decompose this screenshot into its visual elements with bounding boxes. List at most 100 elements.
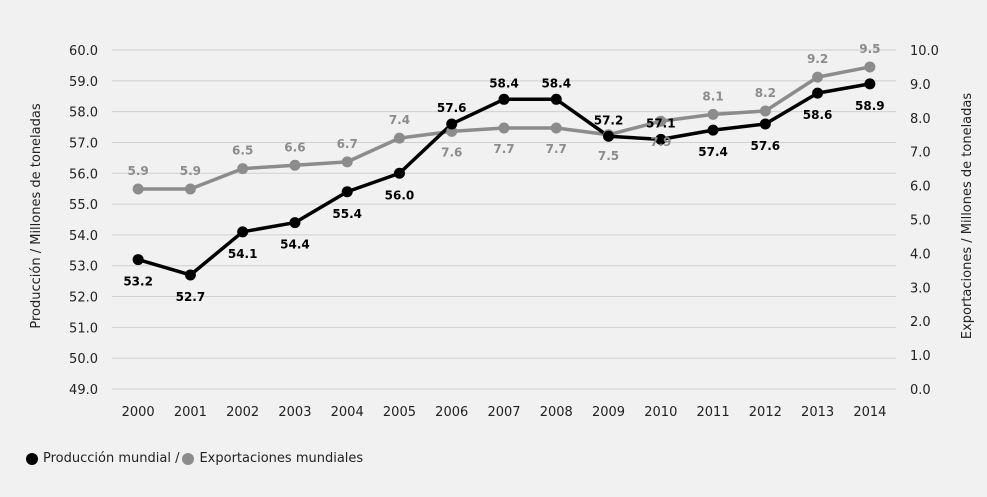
exports-data-label: 5.9 xyxy=(128,164,149,178)
production-data-label: 53.2 xyxy=(123,275,153,289)
production-data-label: 54.1 xyxy=(228,247,258,261)
exports-data-label: 7.6 xyxy=(441,145,462,159)
right-axis-ticks: 0.0 1.0 2.0 3.0 4.0 5.0 6.0 7.0 8.0 9.0 10.0 xyxy=(910,44,939,398)
production-data-label: 57.2 xyxy=(594,113,624,127)
production-data-label: 57.6 xyxy=(751,139,781,153)
x-tick-label: 2014 xyxy=(853,405,886,420)
x-axis-ticks: 2000 2001 2002 2003 2004 2005 2006 2007 2008 2009… xyxy=(122,405,887,420)
legend-label-exports: Exportaciones mundiales xyxy=(199,451,364,466)
left-tick-label: 58.0 xyxy=(69,106,98,121)
production-data-label: 52.7 xyxy=(176,290,206,304)
left-tick-label: 56.0 xyxy=(69,167,98,182)
production-point xyxy=(237,226,249,238)
left-tick-label: 54.0 xyxy=(69,229,98,244)
production-point xyxy=(132,254,144,266)
exports-data-label: 8.1 xyxy=(702,89,723,103)
production-data-label: 57.1 xyxy=(646,116,676,130)
production-point xyxy=(446,118,458,130)
exports-data-label: 9.5 xyxy=(859,42,880,56)
production-point xyxy=(393,167,405,179)
production-point xyxy=(341,186,353,198)
production-data-label: 55.4 xyxy=(332,207,362,221)
exports-point xyxy=(759,105,771,117)
production-point xyxy=(864,78,876,90)
left-tick-label: 53.0 xyxy=(69,260,98,275)
x-tick-label: 2004 xyxy=(331,405,364,420)
production-data-label: 58.4 xyxy=(489,76,519,90)
production-point xyxy=(655,133,667,145)
right-tick-label: 3.0 xyxy=(910,281,931,296)
exports-data-label: 6.6 xyxy=(284,140,305,154)
production-point xyxy=(498,93,510,105)
line-chart: 49.0 50.0 51.0 52.0 53.0 54.0 55.0 56.0 57.0 58.0… xyxy=(29,42,975,420)
exports-dot-icon xyxy=(182,452,195,465)
exports-data-label: 8.2 xyxy=(755,86,776,100)
left-tick-label: 60.0 xyxy=(69,44,98,59)
left-tick-label: 52.0 xyxy=(69,291,98,306)
production-point xyxy=(707,124,719,136)
exports-data-label: 9.2 xyxy=(807,52,828,66)
exports-data-label: 5.9 xyxy=(180,164,201,178)
exports-data-label: 7.9 xyxy=(650,135,671,149)
x-tick-label: 2002 xyxy=(226,405,259,420)
exports-data-label: 6.7 xyxy=(337,137,358,151)
exports-point xyxy=(864,61,876,73)
left-tick-label: 50.0 xyxy=(69,352,98,367)
production-data-label: 56.0 xyxy=(385,188,415,202)
production-data-label: 57.6 xyxy=(437,101,467,115)
x-tick-label: 2000 xyxy=(122,405,155,420)
exports-data-label: 7.7 xyxy=(546,142,567,156)
left-axis-ticks: 49.0 50.0 51.0 52.0 53.0 54.0 55.0 56.0 57.0 58.0… xyxy=(69,44,98,398)
right-tick-label: 5.0 xyxy=(910,214,931,229)
exports-point xyxy=(132,183,144,195)
right-tick-label: 9.0 xyxy=(910,78,931,93)
production-data-label: 58.6 xyxy=(803,108,833,122)
left-tick-label: 51.0 xyxy=(69,321,98,336)
right-tick-label: 4.0 xyxy=(910,247,931,262)
right-tick-label: 10.0 xyxy=(910,44,939,59)
left-tick-label: 59.0 xyxy=(69,75,98,90)
production-data-label: 58.9 xyxy=(855,99,885,113)
right-tick-label: 8.0 xyxy=(910,112,931,127)
x-tick-label: 2001 xyxy=(174,405,207,420)
exports-data-label: 6.5 xyxy=(232,144,253,158)
right-tick-label: 6.0 xyxy=(910,180,931,195)
production-dot-icon xyxy=(26,452,38,465)
x-tick-label: 2005 xyxy=(383,405,416,420)
production-point xyxy=(812,87,824,99)
right-tick-label: 0.0 xyxy=(910,383,931,398)
x-tick-label: 2007 xyxy=(487,405,520,420)
production-point xyxy=(184,269,196,281)
legend-item-exports: Exportaciones mundiales xyxy=(179,451,363,466)
exports-point xyxy=(289,159,301,171)
production-point xyxy=(603,130,615,142)
x-tick-label: 2012 xyxy=(749,405,782,420)
right-tick-label: 1.0 xyxy=(910,349,931,364)
left-tick-label: 57.0 xyxy=(69,136,98,151)
production-point xyxy=(289,217,301,229)
x-tick-label: 2013 xyxy=(801,405,834,420)
exports-point xyxy=(707,108,719,120)
legend-item-production: Producción mundial / xyxy=(26,451,179,466)
production-data-label: 54.4 xyxy=(280,238,310,252)
exports-point xyxy=(393,132,405,144)
series-points xyxy=(132,61,876,281)
production-point xyxy=(759,118,771,130)
production-data-label: 57.4 xyxy=(698,145,728,159)
data-labels: 5.9 5.9 6.5 6.6 6.7 7.4 7.6 7.7 7.7 7.5 7.9 8.1 8.2 9… xyxy=(123,42,884,304)
right-axis-title: Exportaciones / Millones de toneladas xyxy=(960,93,975,340)
exports-point xyxy=(341,156,353,168)
x-tick-label: 2011 xyxy=(697,405,730,420)
legend-label-production: Producción mundial / xyxy=(43,451,180,466)
exports-point xyxy=(550,122,562,134)
right-tick-label: 2.0 xyxy=(910,315,931,330)
exports-point xyxy=(655,115,667,127)
left-tick-label: 55.0 xyxy=(69,198,98,213)
exports-data-label: 7.4 xyxy=(389,113,410,127)
x-tick-label: 2006 xyxy=(435,405,468,420)
left-tick-label: 49.0 xyxy=(69,383,98,398)
legend: Producción mundial / Exportaciones mundi… xyxy=(26,451,363,466)
exports-point xyxy=(812,71,824,83)
right-tick-label: 7.0 xyxy=(910,146,931,161)
exports-data-label: 7.5 xyxy=(598,149,619,163)
